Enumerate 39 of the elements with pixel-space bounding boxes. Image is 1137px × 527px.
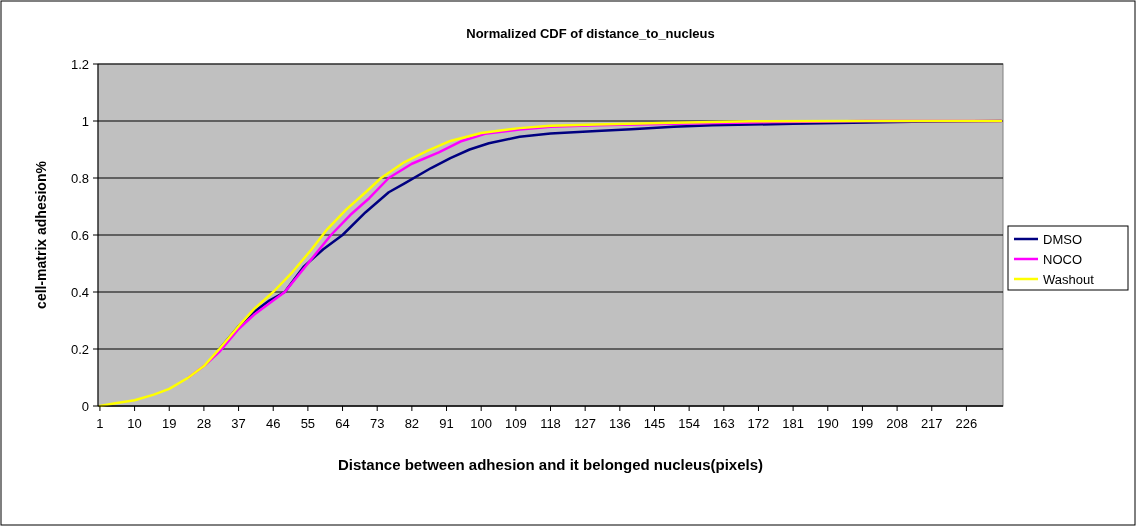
x-tick-label: 91 (439, 416, 454, 431)
x-tick-label: 10 (127, 416, 142, 431)
legend-label: Washout (1043, 271, 1095, 287)
y-tick-label: 0.2 (70, 341, 89, 357)
x-tick-label: 118 (540, 416, 561, 431)
chart-title: Normalized CDF of distance_to_nucleus (466, 26, 715, 41)
x-tick-label: 190 (816, 416, 839, 431)
y-tick-label: 0.8 (70, 170, 89, 186)
x-axis-title: Distance between adhesion and it belonged nucleus(pixels) (337, 456, 764, 473)
y-tick-label: 0.4 (70, 284, 89, 300)
x-tick-label: 100 (470, 416, 493, 431)
x-tick-label: 154 (678, 416, 700, 431)
x-tick-label: 136 (608, 416, 631, 431)
x-tick-label: 64 (335, 416, 350, 431)
x-tick-label: 217 (920, 416, 943, 431)
x-tick-label: 127 (574, 416, 597, 431)
x-tick-label: 172 (747, 416, 770, 431)
x-tick-label: 82 (404, 416, 420, 431)
legend-label: NOCO (1043, 251, 1082, 267)
x-tick-label: 46 (265, 416, 281, 431)
x-tick-label: 199 (851, 416, 874, 431)
x-tick-label: 1 (96, 416, 104, 431)
x-tick-label: 145 (643, 416, 666, 431)
x-tick-label: 109 (504, 416, 527, 431)
x-tick-label: 55 (300, 416, 316, 431)
x-tick-label: 19 (162, 416, 177, 431)
x-tick-label: 37 (231, 416, 246, 431)
x-tick-label: 28 (196, 416, 212, 431)
y-tick-label: 0 (81, 398, 89, 414)
y-tick-label: 1 (81, 113, 89, 129)
legend-label: DMSO (1043, 231, 1082, 247)
x-tick-label: 181 (782, 416, 804, 431)
y-axis-title: cell-matrix adhesion% (33, 160, 49, 309)
x-tick-label: 73 (369, 416, 385, 431)
x-tick-label: 163 (712, 416, 735, 431)
x-tick-label: 226 (955, 416, 978, 431)
y-tick-label: 0.6 (70, 227, 89, 243)
y-tick-label: 1.2 (70, 56, 89, 72)
x-tick-label: 208 (886, 416, 908, 431)
